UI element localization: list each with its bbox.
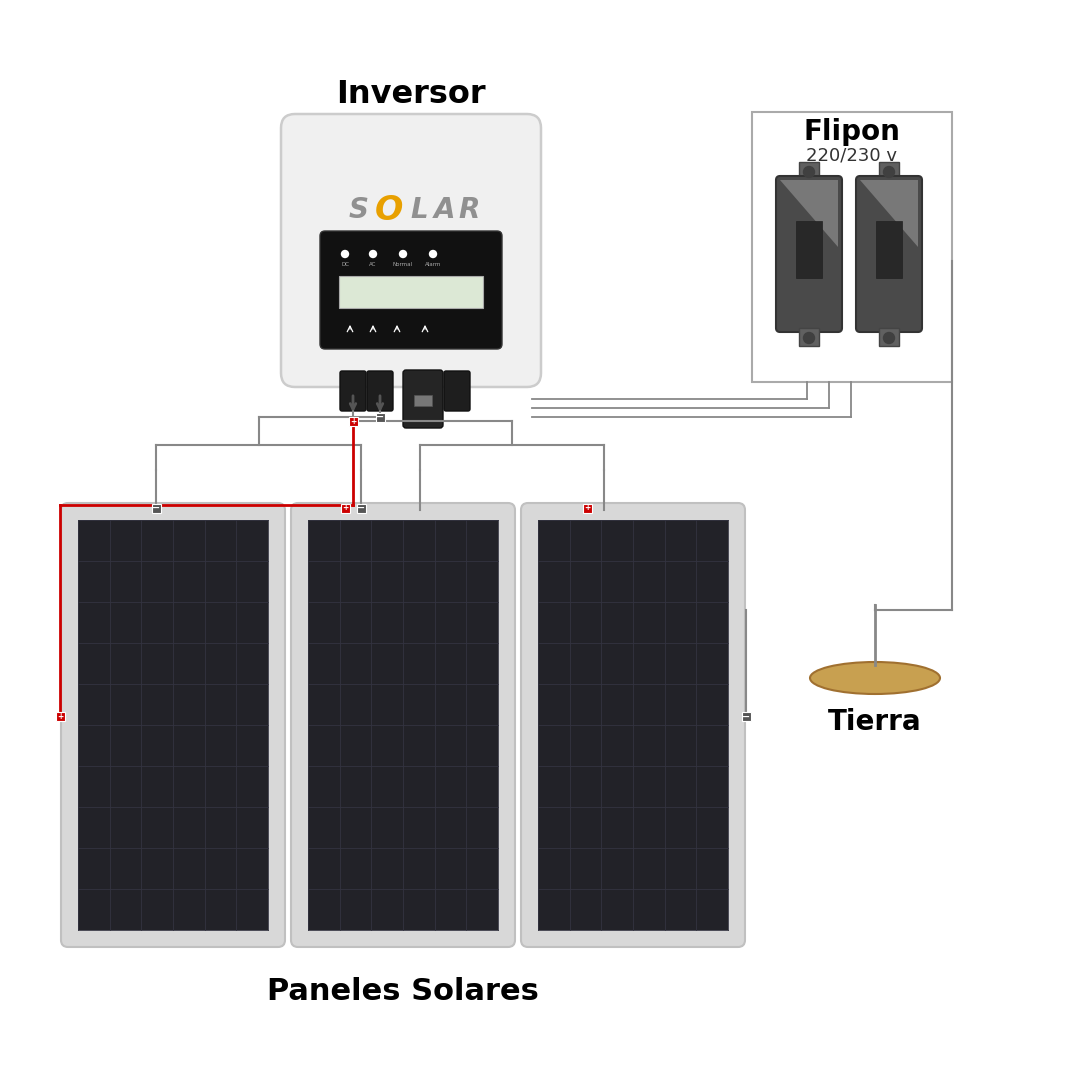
Circle shape	[883, 166, 894, 177]
Text: O: O	[375, 193, 403, 227]
Bar	[151, 503, 161, 513]
Text: Flipon: Flipon	[804, 118, 901, 146]
Bar	[55, 712, 65, 721]
Bar	[799, 328, 819, 346]
Text: +: +	[57, 712, 63, 721]
Bar	[742, 712, 751, 721]
Text: L: L	[410, 195, 428, 224]
Circle shape	[400, 251, 406, 257]
Circle shape	[341, 251, 349, 257]
Circle shape	[369, 251, 377, 257]
FancyBboxPatch shape	[291, 503, 515, 947]
Bar	[349, 417, 357, 426]
Text: Tierra: Tierra	[828, 708, 922, 735]
FancyBboxPatch shape	[340, 372, 366, 411]
Ellipse shape	[810, 662, 940, 694]
Text: −: −	[742, 712, 751, 721]
Bar	[308, 519, 498, 930]
Bar	[752, 112, 951, 382]
Bar	[583, 503, 592, 513]
Text: S: S	[349, 195, 369, 224]
FancyBboxPatch shape	[777, 176, 842, 332]
Text: A: A	[434, 195, 456, 224]
Polygon shape	[780, 180, 838, 246]
Text: −: −	[152, 503, 160, 513]
FancyBboxPatch shape	[403, 370, 443, 428]
Bar	[799, 162, 819, 180]
FancyBboxPatch shape	[320, 231, 502, 349]
FancyBboxPatch shape	[444, 372, 470, 411]
Text: −: −	[376, 411, 384, 422]
Circle shape	[430, 251, 436, 257]
Text: R: R	[458, 195, 480, 224]
Bar	[414, 395, 432, 406]
Text: +: +	[342, 503, 348, 513]
FancyBboxPatch shape	[281, 114, 541, 387]
Text: +: +	[350, 417, 356, 426]
FancyBboxPatch shape	[60, 503, 285, 947]
Bar	[339, 276, 483, 308]
Bar	[538, 519, 728, 930]
Bar	[796, 221, 822, 278]
Bar	[879, 328, 899, 346]
Text: −: −	[356, 503, 365, 513]
Bar	[356, 503, 365, 513]
FancyBboxPatch shape	[367, 372, 393, 411]
Text: +: +	[584, 503, 591, 513]
Bar	[879, 162, 899, 180]
Text: Inversor: Inversor	[336, 79, 486, 110]
Bar	[876, 221, 902, 278]
Text: DC: DC	[341, 262, 349, 267]
Text: 220/230 v: 220/230 v	[807, 147, 897, 165]
Text: AC: AC	[369, 262, 377, 267]
FancyBboxPatch shape	[856, 176, 922, 332]
Polygon shape	[860, 180, 918, 246]
Bar	[78, 519, 268, 930]
Bar	[340, 503, 350, 513]
Text: Alarm: Alarm	[424, 262, 442, 267]
Circle shape	[804, 166, 814, 177]
Circle shape	[883, 333, 894, 343]
Circle shape	[804, 333, 814, 343]
Bar	[376, 413, 384, 421]
FancyBboxPatch shape	[521, 503, 745, 947]
Text: Paneles Solares: Paneles Solares	[267, 977, 539, 1007]
Text: Normal: Normal	[393, 262, 413, 267]
